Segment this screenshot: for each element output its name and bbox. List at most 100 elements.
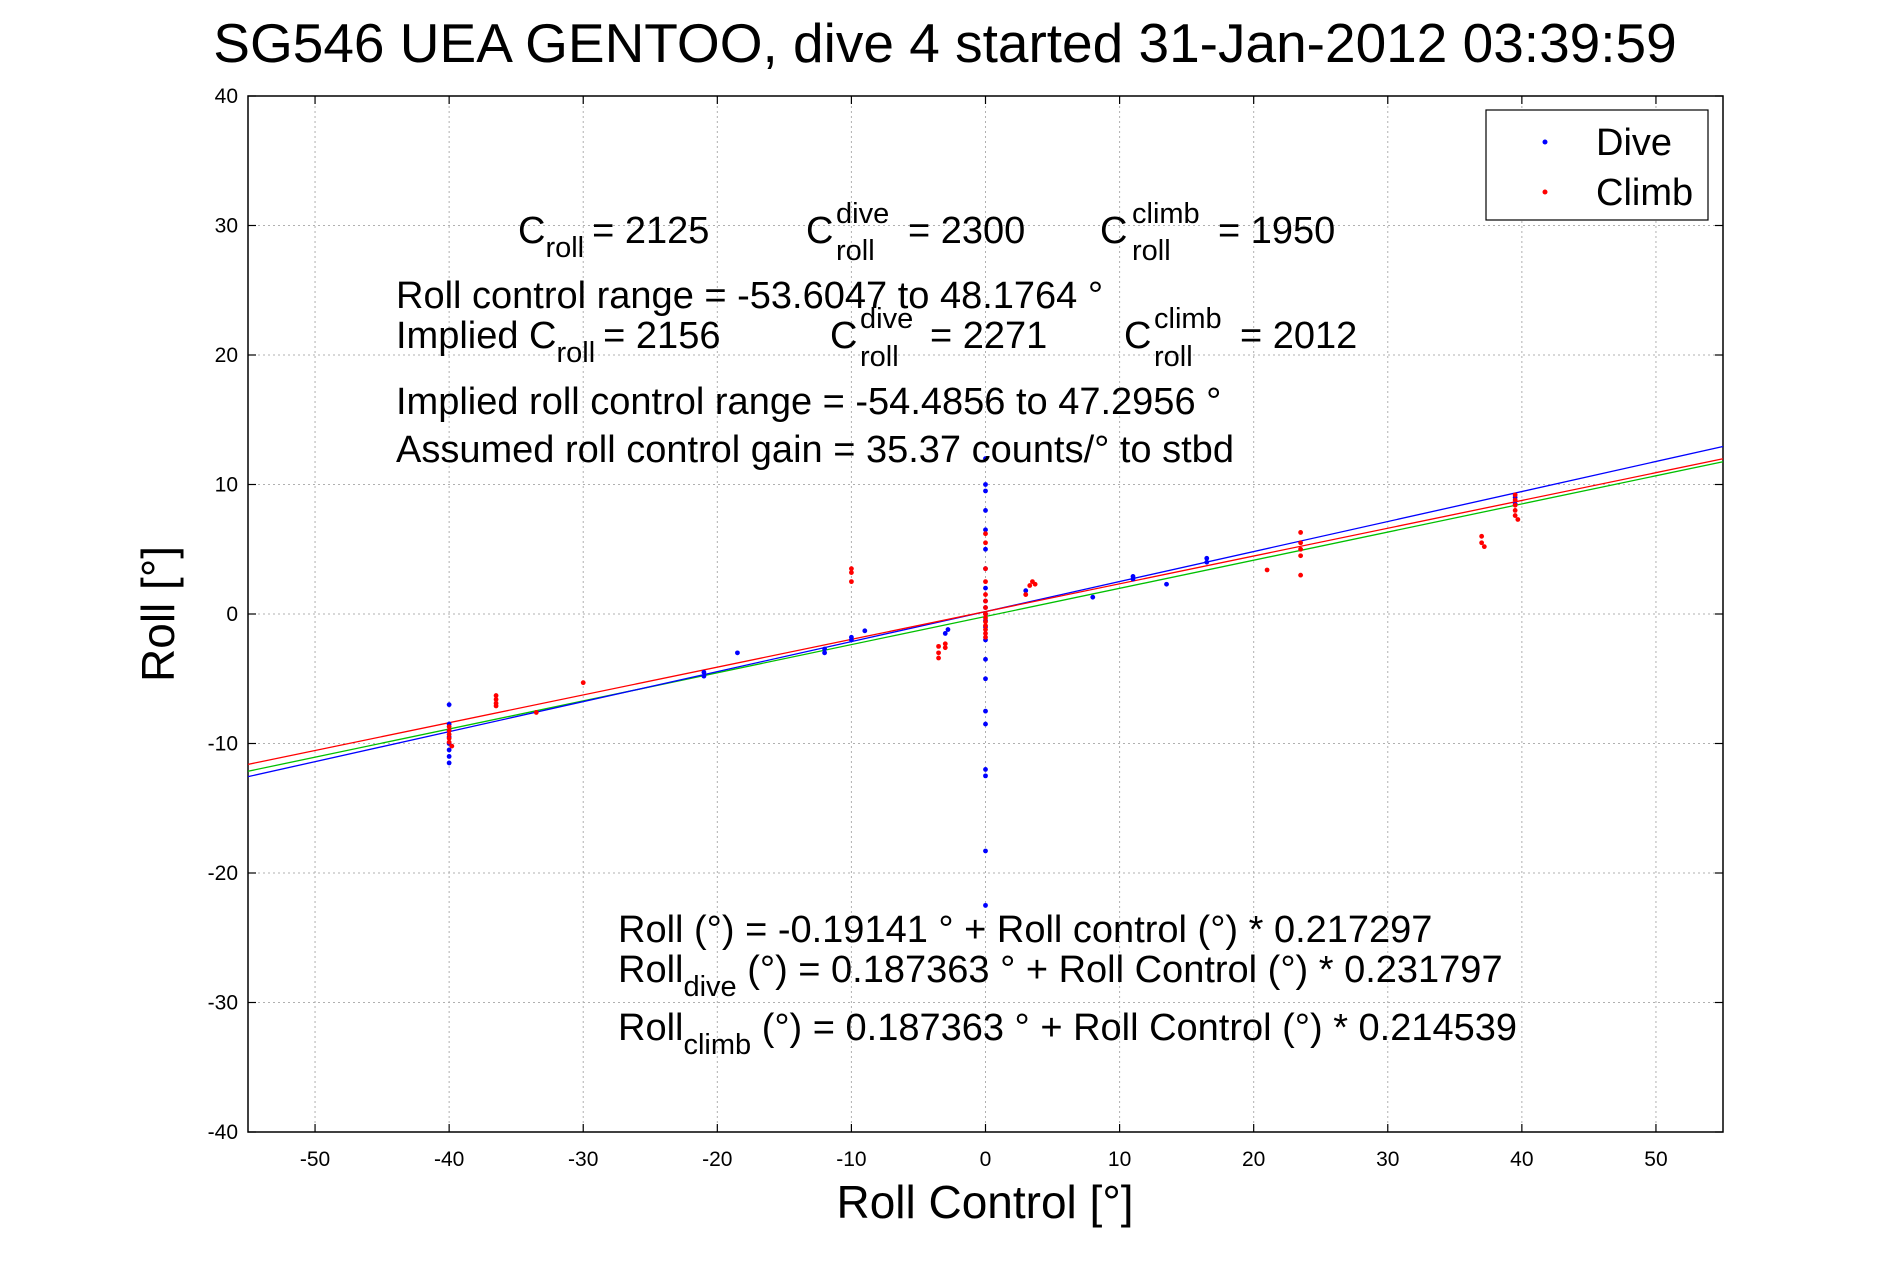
y-tick-label: -30	[208, 992, 238, 1015]
x-tick-label: -40	[434, 1148, 464, 1171]
data-point-climb	[1512, 492, 1518, 498]
data-point-climb	[1512, 513, 1518, 518]
equation-climb: Rollclimb (°) = 0.187363 ° + Roll Contro…	[618, 1007, 1517, 1061]
y-tick-label: 10	[215, 474, 238, 497]
data-point-dive	[446, 754, 452, 759]
data-point-dive	[446, 760, 452, 766]
data-point-dive	[983, 456, 988, 461]
data-point-climb	[493, 697, 499, 702]
x-tick-label: -30	[568, 1148, 598, 1171]
x-tick-label: 30	[1376, 1148, 1399, 1171]
x-tick-label: 0	[980, 1148, 992, 1171]
data-point-dive	[701, 673, 707, 679]
y-tick-label: -10	[208, 733, 238, 756]
data-point-climb	[983, 619, 988, 625]
data-point-dive	[983, 767, 988, 772]
data-point-dive	[983, 848, 988, 854]
x-tick-label: 50	[1644, 1148, 1667, 1171]
annotation-c-climb: C	[1100, 210, 1127, 252]
data-point-climb	[1481, 544, 1487, 550]
data-point-dive	[942, 631, 948, 636]
data-point-climb	[936, 650, 941, 656]
data-point-climb	[446, 732, 452, 737]
data-point-climb	[942, 641, 948, 647]
data-point-dive	[1090, 594, 1096, 600]
data-point-dive	[1204, 555, 1210, 561]
data-point-dive	[701, 669, 707, 675]
data-point-climb	[983, 598, 988, 604]
x-tick-label: -10	[836, 1148, 866, 1171]
data-point-dive	[849, 637, 854, 643]
annotation-implied-climb-val: = 2012	[1240, 315, 1357, 357]
x-tick-label: -50	[300, 1148, 330, 1171]
data-point-climb	[580, 680, 586, 686]
annotation-implied-dive-sup: dive	[860, 303, 913, 335]
data-point-climb	[983, 605, 988, 610]
data-point-climb	[493, 693, 499, 698]
data-point-climb	[1479, 540, 1485, 546]
data-point-dive	[1130, 574, 1136, 579]
data-point-dive	[983, 546, 988, 552]
y-tick-label: -20	[208, 862, 238, 885]
annotation-implied-climb-sub: roll	[1154, 341, 1193, 373]
data-point-climb	[446, 735, 452, 741]
data-point-climb	[1298, 530, 1304, 535]
annotation-c-climb-val: = 1950	[1218, 210, 1335, 252]
equation-dive: Rolldive (°) = 0.187363 ° + Roll Control…	[618, 949, 1503, 1003]
x-axis-label: Roll Control [°]	[836, 1176, 1133, 1228]
annotation-c-roll: Croll = 2125	[518, 210, 709, 264]
data-point-dive	[822, 650, 827, 656]
data-point-dive	[446, 747, 452, 753]
legend-marker-climb	[1542, 189, 1548, 195]
legend: Dive Climb	[1485, 109, 1709, 221]
data-point-climb	[1298, 553, 1304, 559]
data-point-dive	[983, 773, 988, 779]
data-point-climb	[1298, 572, 1304, 578]
data-point-climb	[936, 643, 941, 649]
data-point-dive	[822, 646, 827, 652]
data-point-climb	[446, 724, 452, 730]
data-point-dive	[945, 627, 951, 632]
data-point-dive	[1023, 588, 1029, 594]
y-ticks: -40 -30 -20 -10 0 10 20 30 40	[208, 85, 1723, 1144]
data-point-climb	[983, 611, 988, 617]
x-tick-label: 10	[1108, 1148, 1131, 1171]
annotation-c-dive-val: = 2300	[908, 210, 1025, 252]
annotation-c-dive-sup: dive	[836, 198, 889, 230]
data-point-dive	[1204, 559, 1210, 565]
y-tick-label: 0	[226, 603, 238, 626]
data-point-dive	[862, 628, 868, 634]
data-point-climb	[936, 655, 941, 661]
annotation-gain: Assumed roll control gain = 35.37 counts…	[396, 429, 1234, 471]
data-point-climb	[1032, 581, 1038, 587]
y-axis-label: Roll [°]	[132, 546, 184, 682]
data-point-climb	[1298, 546, 1304, 552]
data-point-climb	[983, 540, 988, 546]
data-point-dive	[983, 656, 988, 662]
data-point-climb	[849, 566, 854, 572]
data-point-climb	[1298, 540, 1304, 546]
x-tick-label: -20	[702, 1148, 732, 1171]
data-point-climb	[1512, 508, 1518, 513]
data-point-climb	[446, 728, 452, 733]
data-point-climb	[983, 615, 988, 621]
y-tick-label: 30	[215, 215, 238, 238]
data-point-climb	[493, 703, 499, 709]
annotation-implied-climb-sup: climb	[1154, 303, 1222, 335]
data-point-dive	[446, 702, 452, 708]
annotation-implied-climb: C	[1124, 315, 1151, 357]
annotation-implied-dive-sub: roll	[860, 341, 899, 373]
annotation-c-climb-sup: climb	[1132, 198, 1200, 230]
data-point-climb	[533, 710, 539, 715]
y-tick-label: 40	[215, 85, 238, 108]
data-point-dive	[983, 721, 988, 727]
fit-line	[247, 458, 1724, 766]
y-tick-label: -40	[208, 1121, 238, 1144]
legend-label-dive: Dive	[1596, 122, 1672, 164]
annotation-c-dive: C	[806, 210, 833, 252]
annotation-range: Roll control range = -53.6047 to 48.1764…	[396, 275, 1103, 317]
data-point-climb	[449, 743, 455, 749]
legend-marker-dive	[1542, 139, 1548, 145]
data-point-dive	[983, 488, 988, 494]
